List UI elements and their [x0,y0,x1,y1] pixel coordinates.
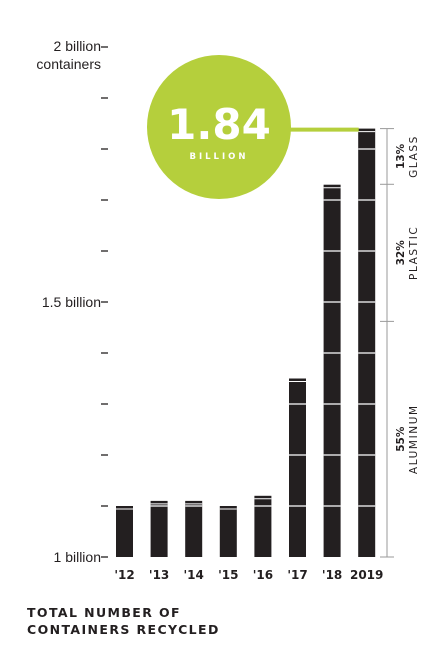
composition-percent: 13% [395,143,407,169]
composition-material: GLASS [408,135,420,178]
bar [254,495,272,557]
y-tick-label: 1 billion [54,549,101,565]
composition-bracket: 13% GLASS 32% PLASTIC 55% ALUMINUM [380,128,420,558]
chart-title-line-1: TOTAL NUMBER OF [27,605,181,620]
y-tick-label: 1.5 billion [42,294,101,310]
bar [116,506,133,557]
chart-title-line-2: CONTAINERS RECYCLED [27,622,220,637]
callout-value: 1.84 [167,100,271,149]
x-tick-label: '16 [253,568,273,582]
x-tick-label: 2019 [350,568,383,582]
composition-percent: 55% [395,426,407,452]
composition-label: 13% GLASS [395,135,420,178]
value-callout: 1.84 BILLION [147,55,359,199]
x-tick-label: '18 [322,568,342,582]
x-tick-label: '12 [114,568,134,582]
composition-label: 55% ALUMINUM [395,404,420,474]
y-axis-labels: 2 billion containers 1.5 billion 1 billion [36,38,101,565]
bar [150,500,168,557]
x-tick-label: '14 [184,568,204,582]
x-axis-labels: '12 '13 '14 '15 '16 '17 '18 2019 [114,568,383,582]
x-tick-label: '15 [218,568,238,582]
chart-title: TOTAL NUMBER OF CONTAINERS RECYCLED [27,604,407,638]
composition-label: 32% PLASTIC [395,226,420,280]
bar [289,378,306,557]
callout-unit: BILLION [190,152,249,162]
callout-circle [147,55,291,199]
y-tick-label: 2 billion [54,38,101,54]
y-tick-label: containers [36,56,101,72]
x-tick-label: '17 [287,568,307,582]
bar [185,500,203,557]
bar [323,184,341,557]
composition-material: ALUMINUM [408,404,420,474]
y-axis-ticks [101,46,108,558]
bar [358,128,376,557]
bars [116,128,376,557]
composition-material: PLASTIC [408,226,420,280]
x-tick-label: '13 [149,568,169,582]
composition-percent: 32% [395,240,407,266]
bar [219,506,237,557]
